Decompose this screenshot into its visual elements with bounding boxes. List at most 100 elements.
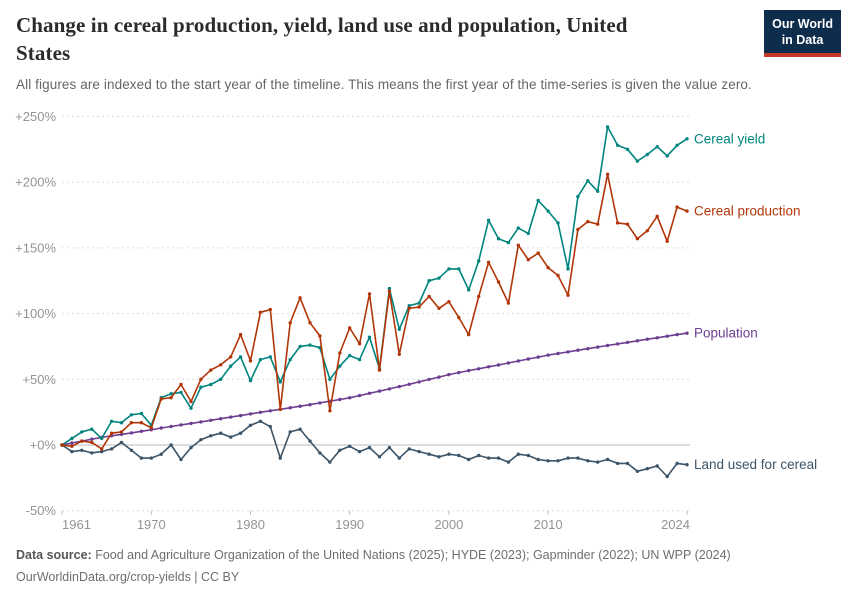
data-point-cereal-yield[interactable] xyxy=(268,355,272,359)
data-point-cereal-yield[interactable] xyxy=(119,421,124,425)
data-point-land[interactable] xyxy=(278,456,282,460)
series-line-cereal-production[interactable] xyxy=(61,173,688,450)
data-point-land[interactable] xyxy=(159,452,163,456)
data-point-cereal-yield[interactable] xyxy=(506,240,511,245)
data-point-population[interactable] xyxy=(477,367,481,371)
data-point-land[interactable] xyxy=(566,456,570,460)
data-point-population[interactable] xyxy=(516,359,520,363)
data-point-cereal-production[interactable] xyxy=(258,310,263,314)
data-point-cereal-production[interactable] xyxy=(189,399,193,404)
data-point-cereal-yield[interactable] xyxy=(605,125,610,129)
data-point-population[interactable] xyxy=(387,387,392,391)
data-point-cereal-yield[interactable] xyxy=(238,355,243,359)
data-point-population[interactable] xyxy=(129,431,134,435)
data-point-cereal-production[interactable] xyxy=(457,315,461,320)
data-point-population[interactable] xyxy=(298,404,302,408)
data-point-cereal-production[interactable] xyxy=(298,296,302,300)
data-point-cereal-yield[interactable] xyxy=(526,231,530,236)
data-point-cereal-yield[interactable] xyxy=(80,430,84,434)
data-point-cereal-production[interactable] xyxy=(675,205,679,209)
data-point-cereal-production[interactable] xyxy=(229,355,233,359)
series-label-land[interactable]: Land used for cereal xyxy=(694,457,817,472)
data-point-land[interactable] xyxy=(258,419,263,423)
data-point-cereal-production[interactable] xyxy=(159,397,163,401)
data-point-population[interactable] xyxy=(139,429,144,433)
data-point-cereal-yield[interactable] xyxy=(278,380,282,384)
data-point-land[interactable] xyxy=(397,456,401,460)
data-point-land[interactable] xyxy=(685,463,689,467)
data-point-land[interactable] xyxy=(179,457,183,462)
data-point-population[interactable] xyxy=(526,357,530,361)
data-point-cereal-production[interactable] xyxy=(546,265,550,270)
data-point-cereal-production[interactable] xyxy=(248,359,253,363)
data-point-land[interactable] xyxy=(675,461,679,466)
data-point-cereal-production[interactable] xyxy=(80,439,84,443)
data-point-cereal-production[interactable] xyxy=(467,332,471,337)
data-point-cereal-yield[interactable] xyxy=(129,413,134,417)
data-point-cereal-yield[interactable] xyxy=(100,436,104,441)
data-point-land[interactable] xyxy=(100,449,104,454)
data-point-cereal-production[interactable] xyxy=(397,352,401,356)
data-point-cereal-yield[interactable] xyxy=(516,226,520,230)
data-point-cereal-production[interactable] xyxy=(516,243,520,247)
data-point-population[interactable] xyxy=(397,384,401,389)
data-point-cereal-production[interactable] xyxy=(318,334,322,338)
data-point-cereal-yield[interactable] xyxy=(427,279,431,283)
data-point-cereal-production[interactable] xyxy=(328,409,332,413)
data-point-population[interactable] xyxy=(486,365,491,369)
data-point-cereal-yield[interactable] xyxy=(357,357,362,362)
data-point-cereal-production[interactable] xyxy=(387,289,392,293)
data-point-cereal-yield[interactable] xyxy=(576,194,580,199)
data-point-cereal-yield[interactable] xyxy=(338,364,342,368)
data-point-cereal-production[interactable] xyxy=(615,221,620,225)
data-point-population[interactable] xyxy=(437,375,441,379)
data-point-population[interactable] xyxy=(209,418,213,422)
data-point-land[interactable] xyxy=(139,456,144,460)
data-point-land[interactable] xyxy=(189,445,193,450)
data-point-land[interactable] xyxy=(546,459,550,463)
data-point-cereal-production[interactable] xyxy=(179,382,183,387)
data-point-population[interactable] xyxy=(90,437,94,441)
data-point-population[interactable] xyxy=(576,348,580,352)
data-point-population[interactable] xyxy=(258,410,263,414)
data-point-cereal-yield[interactable] xyxy=(90,427,94,431)
data-point-population[interactable] xyxy=(348,396,352,400)
data-point-population[interactable] xyxy=(199,420,203,424)
data-point-cereal-production[interactable] xyxy=(566,293,570,297)
data-point-land[interactable] xyxy=(199,438,203,442)
data-point-population[interactable] xyxy=(248,412,253,416)
data-point-land[interactable] xyxy=(70,449,74,454)
data-point-cereal-yield[interactable] xyxy=(665,154,669,158)
data-point-cereal-yield[interactable] xyxy=(229,364,233,368)
data-point-population[interactable] xyxy=(596,345,600,349)
data-point-cereal-production[interactable] xyxy=(407,306,411,310)
data-point-land[interactable] xyxy=(248,423,253,427)
data-point-cereal-production[interactable] xyxy=(119,430,124,434)
data-point-population[interactable] xyxy=(635,339,640,343)
data-point-cereal-production[interactable] xyxy=(139,421,144,425)
data-point-cereal-yield[interactable] xyxy=(139,411,144,416)
data-point-cereal-production[interactable] xyxy=(348,326,352,330)
data-point-population[interactable] xyxy=(318,401,322,405)
data-point-population[interactable] xyxy=(238,413,243,418)
data-point-cereal-production[interactable] xyxy=(367,292,372,296)
data-point-population[interactable] xyxy=(615,342,620,346)
series-label-cereal-yield[interactable]: Cereal yield xyxy=(694,131,765,146)
data-point-cereal-production[interactable] xyxy=(149,426,153,430)
data-point-population[interactable] xyxy=(665,334,669,338)
data-point-cereal-production[interactable] xyxy=(576,227,580,232)
data-point-cereal-production[interactable] xyxy=(447,300,451,304)
data-point-land[interactable] xyxy=(219,431,223,435)
data-point-cereal-yield[interactable] xyxy=(635,159,640,163)
data-point-land[interactable] xyxy=(119,440,124,445)
data-point-cereal-yield[interactable] xyxy=(189,406,193,410)
data-point-cereal-yield[interactable] xyxy=(625,147,630,151)
data-point-population[interactable] xyxy=(605,343,610,348)
data-point-land[interactable] xyxy=(288,430,292,434)
data-point-land[interactable] xyxy=(238,431,243,435)
data-point-land[interactable] xyxy=(467,457,471,462)
series-label-cereal-production[interactable]: Cereal production xyxy=(694,204,801,219)
data-point-cereal-production[interactable] xyxy=(625,222,630,226)
data-point-cereal-yield[interactable] xyxy=(586,179,590,183)
data-point-land[interactable] xyxy=(477,453,481,458)
